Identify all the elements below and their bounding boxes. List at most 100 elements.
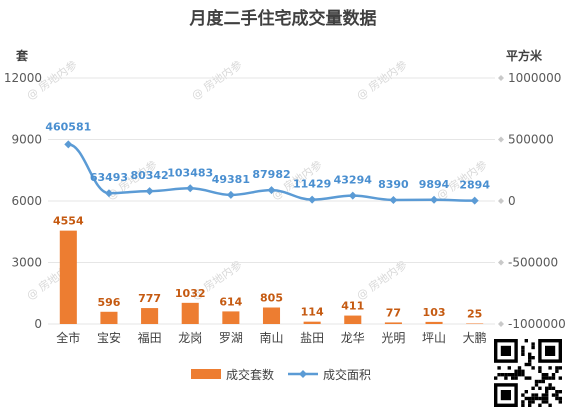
right-axis-tick-label: -500000 bbox=[508, 256, 558, 270]
bar-data-label: 596 bbox=[97, 296, 120, 309]
qr-module bbox=[538, 369, 542, 373]
qr-module bbox=[521, 403, 525, 407]
qr-module bbox=[524, 396, 528, 401]
qr-module bbox=[541, 379, 545, 384]
bar-data-label: 114 bbox=[301, 306, 324, 319]
qr-module bbox=[511, 373, 515, 377]
qr-module bbox=[551, 393, 556, 397]
qr-module bbox=[558, 376, 562, 380]
right-axis-tick-marker bbox=[498, 136, 504, 143]
category-label: 南山 bbox=[259, 330, 283, 345]
legend-line-marker bbox=[299, 370, 307, 378]
right-axis-tick-label: -1000000 bbox=[508, 317, 566, 331]
bar bbox=[466, 323, 484, 324]
left-axis-tick-label: 12000 bbox=[4, 71, 42, 85]
bar bbox=[303, 321, 321, 324]
line-data-label: 63493 bbox=[90, 171, 128, 184]
qr-module bbox=[521, 349, 525, 353]
watermark-text: @ 房地内参 bbox=[354, 257, 410, 302]
line-data-label: 103483 bbox=[167, 166, 213, 179]
bar-data-label: 1032 bbox=[175, 287, 206, 300]
qr-module bbox=[497, 366, 501, 370]
right-axis-ticks: -1000000 -500000 0 500000 1000000 bbox=[498, 71, 566, 331]
category-labels: 全市 宝安 福田 龙岗 罗湖 南山 盐田 龙华 光明 坪山 大鹏 bbox=[56, 330, 486, 345]
legend-line-label: 成交面积 bbox=[323, 367, 371, 382]
qr-module bbox=[524, 339, 528, 343]
qr-module bbox=[558, 366, 562, 370]
qr-finder bbox=[500, 345, 511, 356]
line-point bbox=[470, 196, 479, 205]
bar-data-label: 103 bbox=[423, 306, 446, 319]
qr-module bbox=[514, 369, 518, 373]
qr-module bbox=[528, 359, 532, 363]
qr-module bbox=[548, 403, 552, 407]
left-axis-tick-label: 6000 bbox=[11, 194, 42, 208]
watermark-text: @ 房地内参 bbox=[354, 57, 410, 102]
qr-finder bbox=[545, 345, 556, 356]
qr-module bbox=[494, 376, 498, 380]
qr-module bbox=[538, 386, 542, 390]
category-label: 全市 bbox=[56, 330, 80, 345]
bar bbox=[384, 322, 402, 324]
qr-module bbox=[555, 396, 559, 401]
bar bbox=[344, 315, 362, 324]
qr-module bbox=[531, 366, 535, 370]
left-axis-tick-label: 9000 bbox=[11, 133, 42, 147]
qr-module bbox=[545, 373, 549, 377]
qr-module bbox=[538, 379, 542, 384]
qr-module bbox=[558, 390, 562, 394]
bar-data-label: 4554 bbox=[53, 215, 84, 228]
qr-module bbox=[558, 400, 562, 404]
bar bbox=[262, 307, 281, 324]
line-point bbox=[104, 189, 113, 198]
left-axis-unit: 套 bbox=[15, 48, 29, 63]
right-axis-tick-marker bbox=[498, 321, 504, 327]
right-axis-tick-label: 0 bbox=[508, 194, 516, 208]
qr-module bbox=[528, 352, 532, 356]
line-point bbox=[430, 195, 439, 204]
category-label: 龙岗 bbox=[178, 331, 202, 345]
qr-module bbox=[545, 376, 549, 380]
qr-module bbox=[541, 376, 545, 380]
qr-module bbox=[534, 383, 539, 387]
bar-data-label: 777 bbox=[138, 292, 161, 305]
qr-module bbox=[555, 366, 559, 370]
legend-bar-swatch bbox=[191, 369, 221, 379]
qr-module bbox=[507, 366, 511, 370]
bar bbox=[59, 230, 77, 324]
line-point bbox=[308, 195, 317, 204]
qr-module bbox=[534, 379, 539, 384]
line-data-label: 460581 bbox=[45, 120, 91, 133]
qr-module bbox=[524, 390, 528, 394]
qr-module bbox=[521, 369, 525, 373]
qr-module bbox=[514, 373, 518, 377]
right-axis-tick-label: 1000000 bbox=[508, 71, 561, 85]
legend-bar-label: 成交套数 bbox=[226, 367, 274, 382]
qr-module bbox=[545, 396, 549, 401]
right-axis-tick-marker bbox=[498, 198, 504, 204]
bar bbox=[181, 302, 199, 324]
qr-module bbox=[545, 390, 549, 394]
bar-data-label: 77 bbox=[386, 306, 401, 319]
qr-module bbox=[541, 393, 545, 397]
qr-module bbox=[528, 362, 532, 367]
chart-title: 月度二手住宅成交量数据 bbox=[189, 8, 377, 29]
qr-module bbox=[504, 373, 508, 377]
qr-module bbox=[524, 376, 528, 380]
bar bbox=[100, 311, 118, 324]
category-label: 大鹏 bbox=[463, 331, 487, 345]
qr-module bbox=[528, 356, 532, 360]
qr-module bbox=[541, 373, 545, 377]
line-data-label: 8390 bbox=[378, 178, 409, 191]
qr-module bbox=[558, 396, 562, 401]
line-point bbox=[64, 140, 73, 149]
qr-finder bbox=[500, 390, 511, 401]
line-point bbox=[186, 184, 195, 193]
qr-module bbox=[541, 400, 545, 404]
bar-series: 4554 596 777 1032 614 805 114 411 77 103 25 bbox=[53, 215, 484, 324]
qr-module bbox=[517, 366, 522, 370]
qr-module bbox=[548, 386, 552, 390]
qr-module bbox=[504, 376, 508, 380]
right-axis-tick-label: 500000 bbox=[508, 133, 554, 147]
